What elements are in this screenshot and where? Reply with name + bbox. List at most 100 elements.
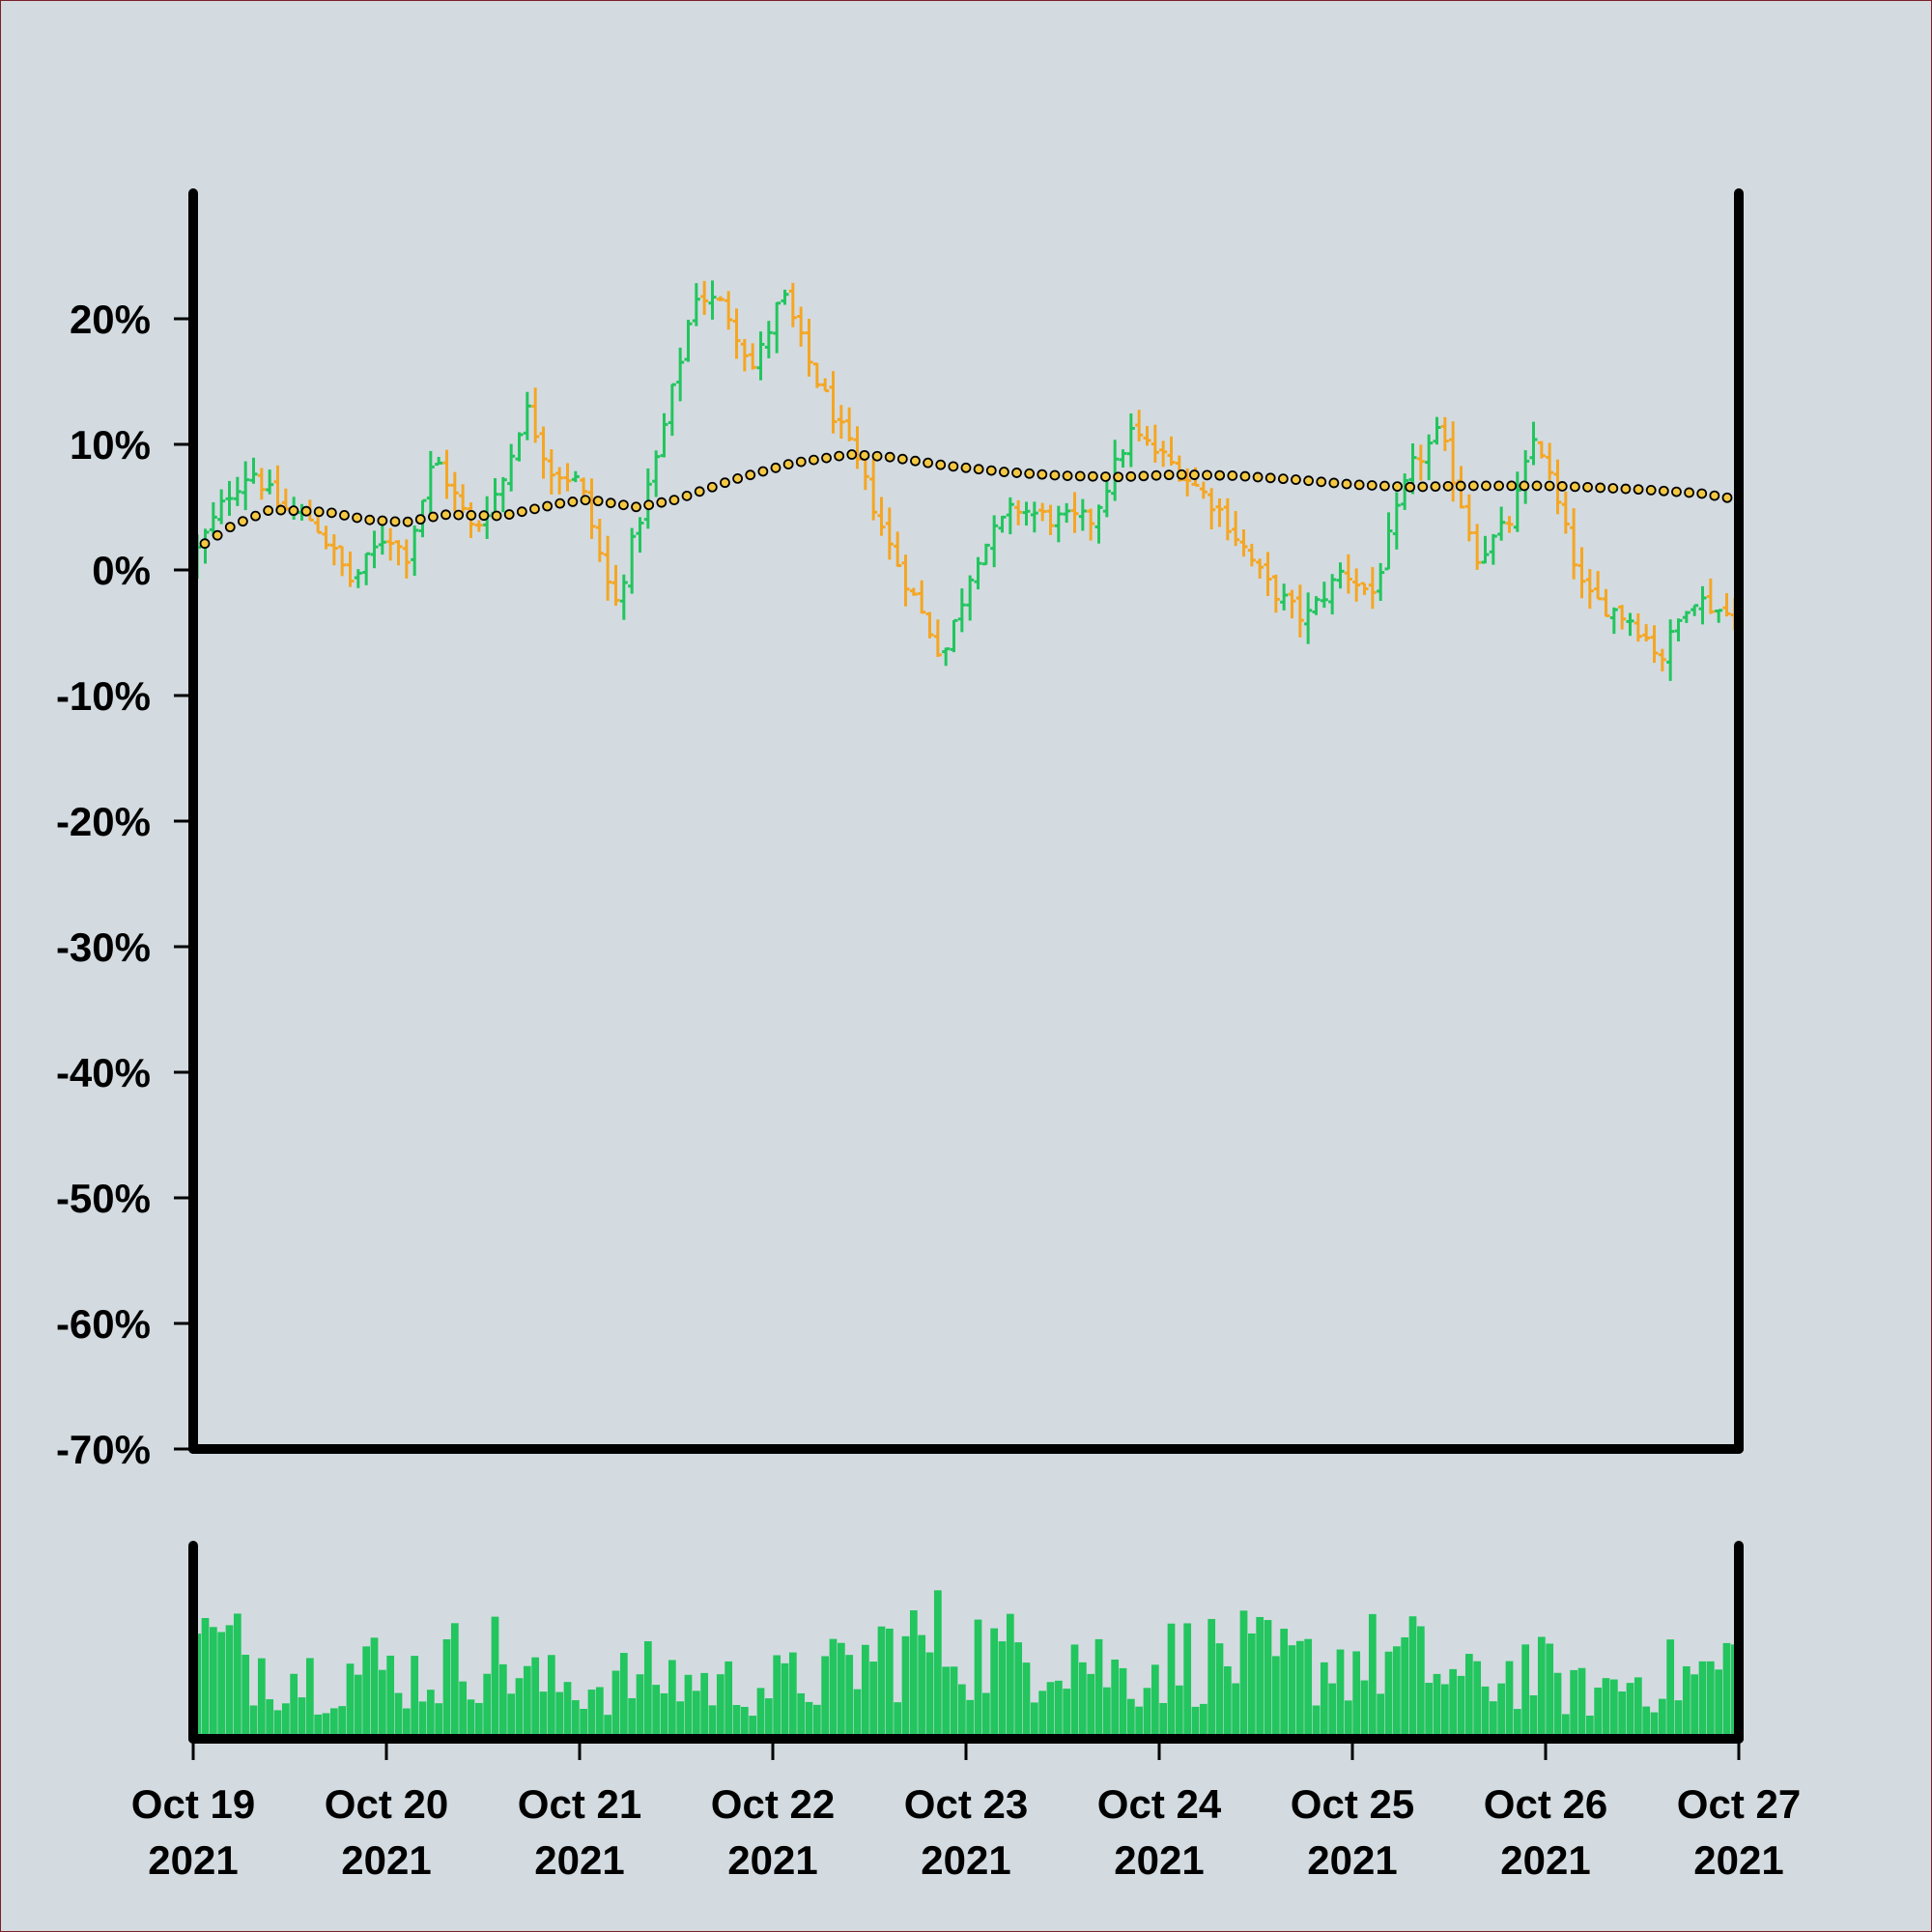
volume-bar — [990, 1628, 999, 1739]
volume-bar — [845, 1655, 854, 1739]
y-tick-label: -50% — [56, 1176, 151, 1221]
volume-bar — [1481, 1686, 1490, 1739]
volume-bar — [1360, 1680, 1369, 1739]
ohlc-bar — [1280, 583, 1289, 611]
ohlc-bar — [547, 448, 555, 495]
moving-average-point — [389, 516, 401, 527]
ohlc-bar — [1295, 584, 1304, 638]
ohlc-bar — [845, 407, 854, 441]
moving-average-point — [1189, 469, 1200, 480]
ohlc-bar — [1151, 424, 1159, 463]
volume-bar — [1440, 1684, 1449, 1739]
moving-average-point — [1455, 480, 1466, 492]
volume-bar — [322, 1713, 330, 1739]
moving-average-point — [440, 509, 451, 521]
volume-bar — [764, 1698, 773, 1739]
volume-bar — [1175, 1685, 1183, 1739]
volume-bar — [571, 1700, 580, 1739]
volume-bar — [660, 1692, 668, 1739]
ohlc-bar — [1433, 416, 1441, 445]
ohlc-bar — [1030, 501, 1038, 533]
moving-average-point — [1645, 484, 1657, 496]
volume-bar — [1408, 1616, 1417, 1739]
moving-average-point — [1595, 482, 1606, 494]
volume-bar — [435, 1703, 443, 1739]
volume-bar — [1304, 1638, 1313, 1739]
moving-average-point — [478, 510, 490, 522]
moving-average-point — [1049, 469, 1061, 481]
ohlc-bar — [1626, 612, 1634, 637]
volume-bar — [1288, 1645, 1296, 1739]
moving-average-point — [1202, 469, 1212, 481]
ohlc-bar — [1706, 578, 1715, 614]
volume-bar — [386, 1655, 395, 1739]
moving-average-point — [224, 522, 236, 533]
moving-average-point — [1239, 470, 1251, 482]
volume-bar — [531, 1657, 540, 1739]
moving-average-point — [1405, 481, 1416, 493]
ohlc-bar — [918, 580, 926, 614]
volume-bar — [1215, 1643, 1224, 1739]
moving-average-point — [326, 507, 337, 519]
moving-average-point — [1684, 487, 1694, 498]
ohlc-bar — [1312, 596, 1321, 615]
volume-bar — [450, 1623, 459, 1739]
moving-average-point — [605, 497, 616, 509]
volume-bar — [700, 1672, 709, 1739]
moving-average-point — [1353, 479, 1365, 491]
volume-bar — [547, 1655, 555, 1739]
moving-average-point — [871, 450, 883, 462]
volume-bar — [981, 1692, 990, 1739]
ohlc-bar — [1208, 488, 1216, 530]
volume-bar — [1416, 1626, 1425, 1739]
volume-bar — [338, 1706, 347, 1739]
volume-bar — [1690, 1674, 1699, 1739]
moving-average-point — [1570, 481, 1580, 493]
x-tick-label-date: Oct 22 — [711, 1781, 835, 1827]
ohlc-bar — [1392, 492, 1401, 550]
volume-bar — [853, 1689, 862, 1739]
volume-bar — [491, 1616, 499, 1739]
volume-bar — [1094, 1638, 1103, 1739]
ohlc-bar — [1111, 440, 1120, 501]
ohlc-bar — [435, 456, 443, 467]
ohlc-bar — [1529, 421, 1538, 466]
ohlc-bar — [555, 467, 564, 495]
volume-bar — [459, 1681, 468, 1739]
volume-bar — [1497, 1683, 1506, 1739]
moving-average-point — [288, 505, 299, 517]
moving-average-point — [973, 464, 984, 475]
volume-bar — [467, 1699, 475, 1739]
volume-bar — [1102, 1687, 1111, 1739]
ohlc-bar — [628, 527, 637, 594]
volume-bar — [1320, 1662, 1328, 1739]
y-axis-ticks: 20% 10% 0% -10% -20% -30% -40% -50% -60% -70% — [56, 297, 193, 1472]
ohlc-bar — [1167, 436, 1176, 466]
volume-bar — [442, 1639, 451, 1739]
ohlc-bar — [386, 527, 395, 561]
moving-average-point — [846, 449, 858, 460]
ohlc-bar — [1135, 410, 1144, 441]
ohlc-bar — [636, 517, 644, 554]
moving-average-point — [503, 509, 515, 520]
volume-bar — [861, 1644, 869, 1739]
volume-bar — [1561, 1714, 1570, 1739]
moving-average-point — [706, 481, 718, 493]
moving-average-point — [402, 516, 413, 527]
volume-bar — [1433, 1673, 1441, 1739]
volume-bar — [1111, 1659, 1120, 1739]
volume-bar — [555, 1691, 564, 1739]
ohlc-bar — [225, 480, 234, 516]
moving-average-point — [491, 510, 502, 522]
moving-average-point — [1417, 481, 1429, 493]
volume-bar — [724, 1661, 733, 1739]
ohlc-bar — [1320, 582, 1328, 609]
moving-average-point — [250, 510, 261, 522]
volume-bar — [378, 1669, 386, 1739]
ohlc-bar — [676, 347, 685, 402]
moving-average-point — [1620, 483, 1632, 495]
ohlc-bar — [877, 497, 886, 536]
moving-average-point — [809, 454, 819, 466]
ohlc-bar — [1264, 552, 1272, 596]
moving-average-point — [364, 514, 376, 526]
